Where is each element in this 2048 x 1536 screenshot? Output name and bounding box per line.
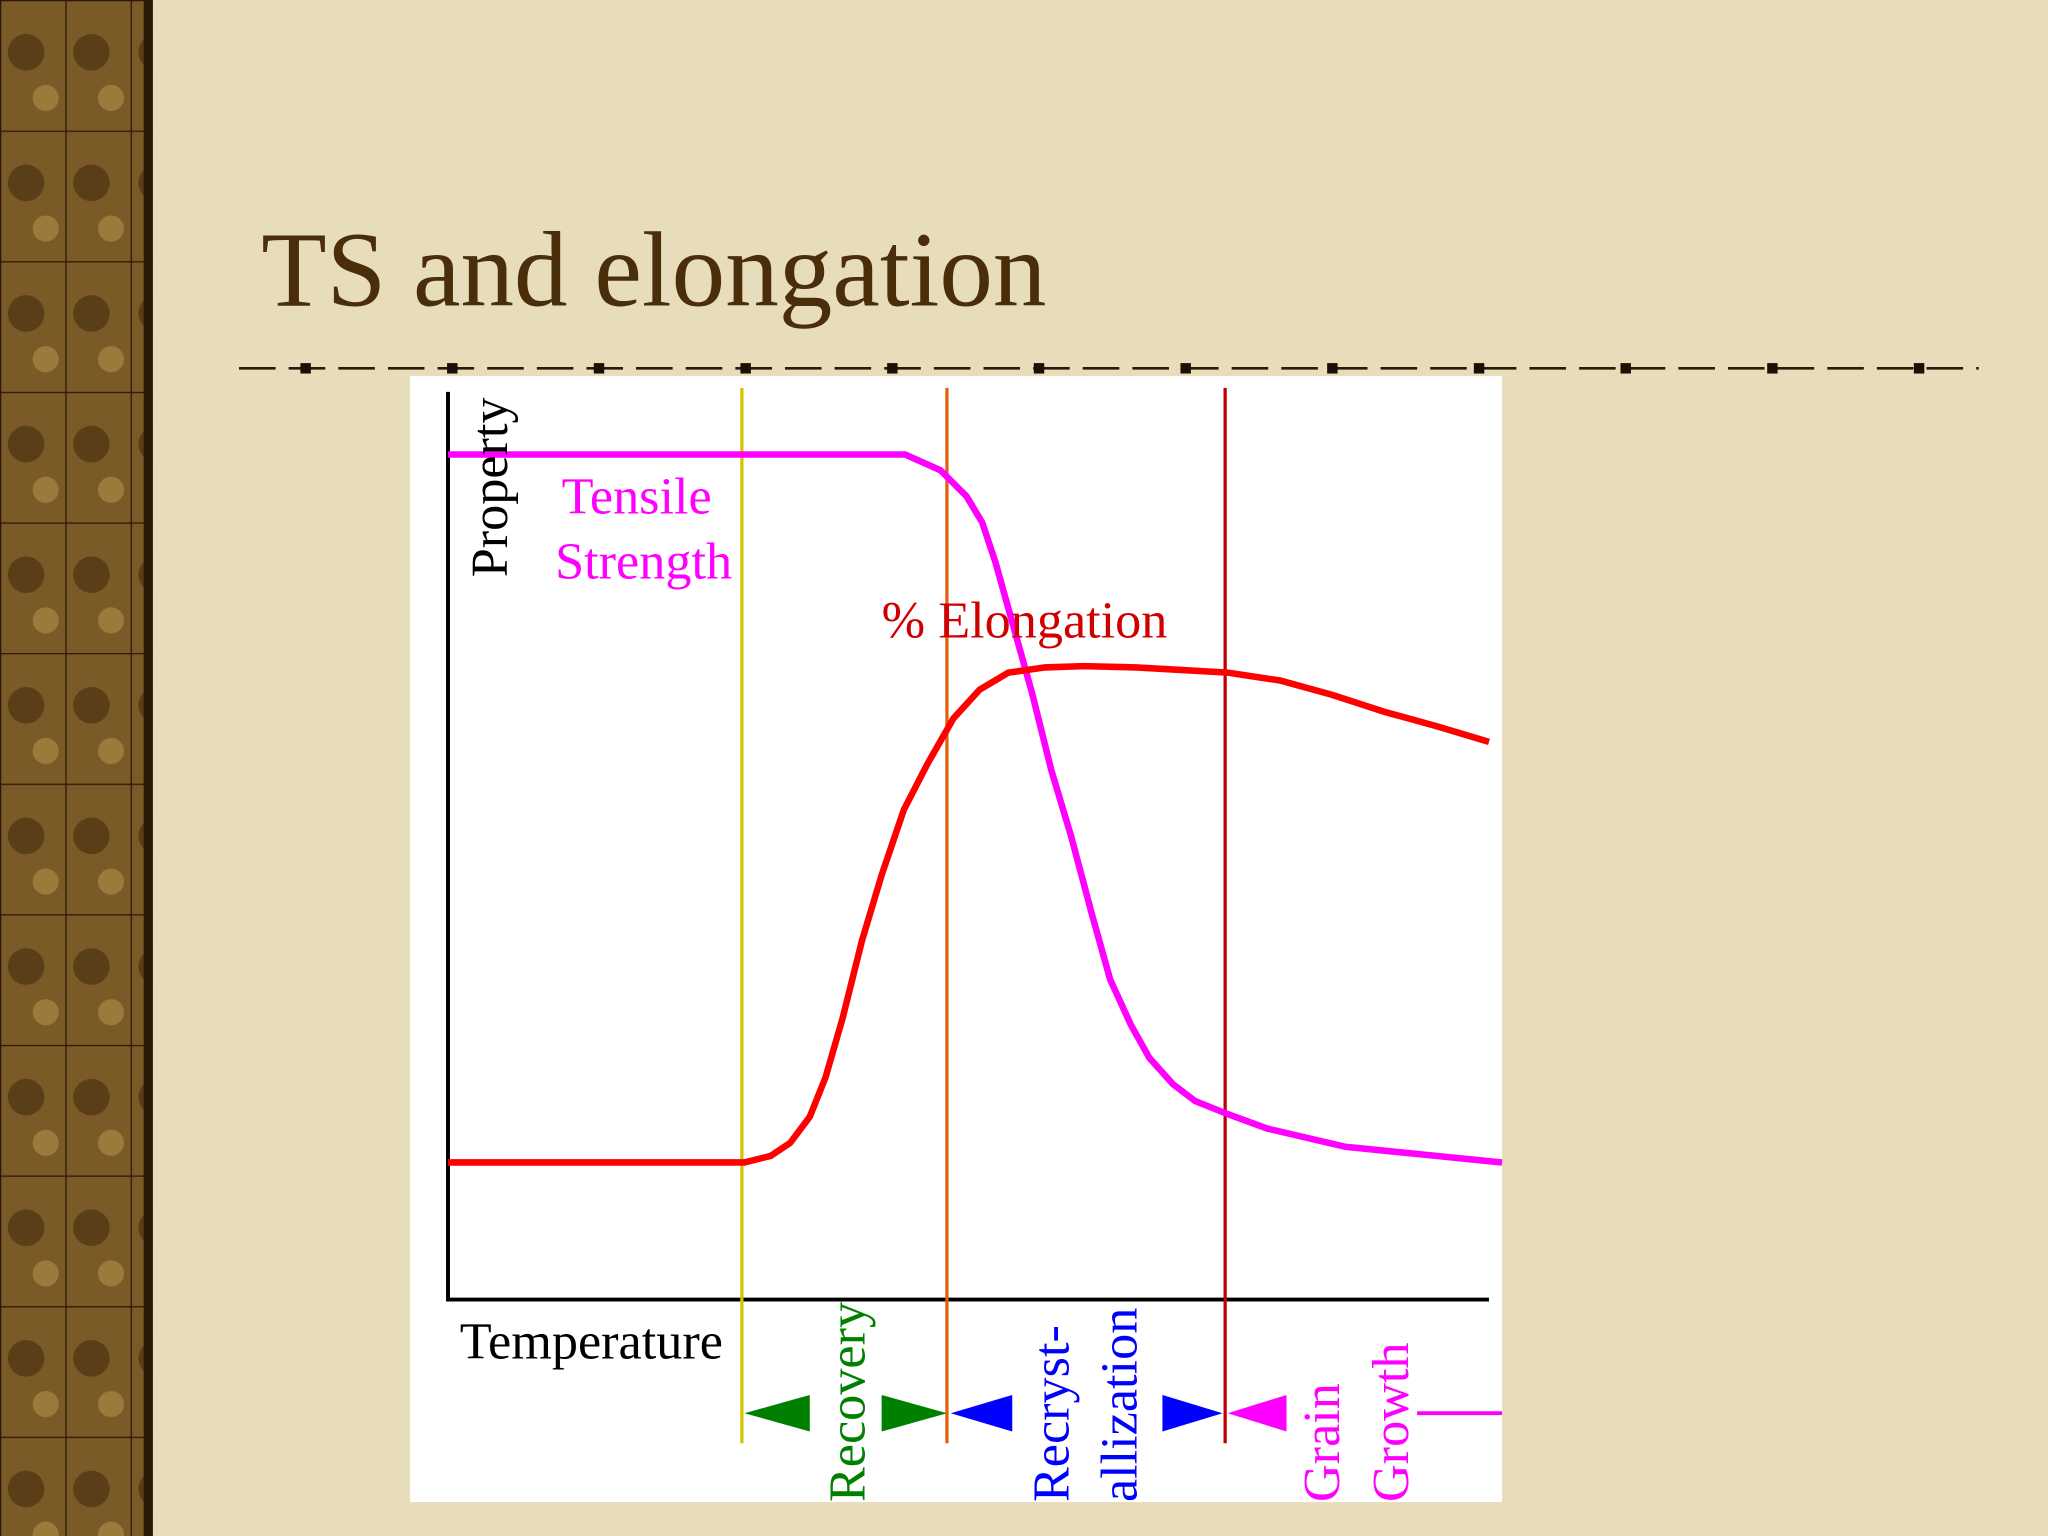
rule-dot (740, 363, 751, 374)
stage-label: Recryst- (1022, 1325, 1080, 1502)
rule-dot (593, 363, 605, 374)
tensile-curve (447, 451, 1503, 1166)
rule-dot (1033, 363, 1045, 374)
curve-label: % Elongation (882, 591, 1168, 649)
slide-title: TS and elongation (261, 212, 1046, 330)
arrow (881, 1394, 947, 1432)
rule-dot (300, 363, 311, 374)
diagram-panel (410, 376, 1503, 1503)
side-border (0, 0, 153, 1536)
rule-dot (1913, 363, 1925, 374)
arrow (1162, 1394, 1223, 1432)
stage-label: allization (1090, 1308, 1148, 1502)
rule-dot (887, 363, 898, 374)
rule-dot (1473, 363, 1485, 374)
rule-dot (447, 363, 458, 374)
stage-label: Recovery (819, 1302, 877, 1502)
title-rule (239, 363, 1979, 374)
side-border-edge (143, 0, 153, 1536)
arrow (744, 1394, 810, 1432)
curve-label: Strength (555, 533, 732, 591)
stage-label: Growth (1362, 1342, 1420, 1502)
elongation-curve (447, 662, 1490, 1166)
arrow (1227, 1394, 1287, 1432)
rule-dot (1620, 363, 1631, 374)
x-axis-label: Temperature (460, 1312, 723, 1370)
y-axis-label: Property (461, 397, 519, 577)
arrow (950, 1394, 1013, 1432)
stage-label: Grain (1293, 1383, 1351, 1502)
rule-dot (1180, 363, 1191, 374)
rule-dot (1767, 363, 1778, 374)
rule-dot (1327, 363, 1338, 374)
axes (446, 391, 1489, 1302)
curve-label: Tensile (562, 467, 712, 525)
